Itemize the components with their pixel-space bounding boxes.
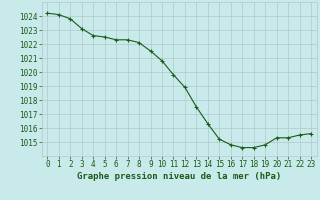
X-axis label: Graphe pression niveau de la mer (hPa): Graphe pression niveau de la mer (hPa) (77, 172, 281, 181)
